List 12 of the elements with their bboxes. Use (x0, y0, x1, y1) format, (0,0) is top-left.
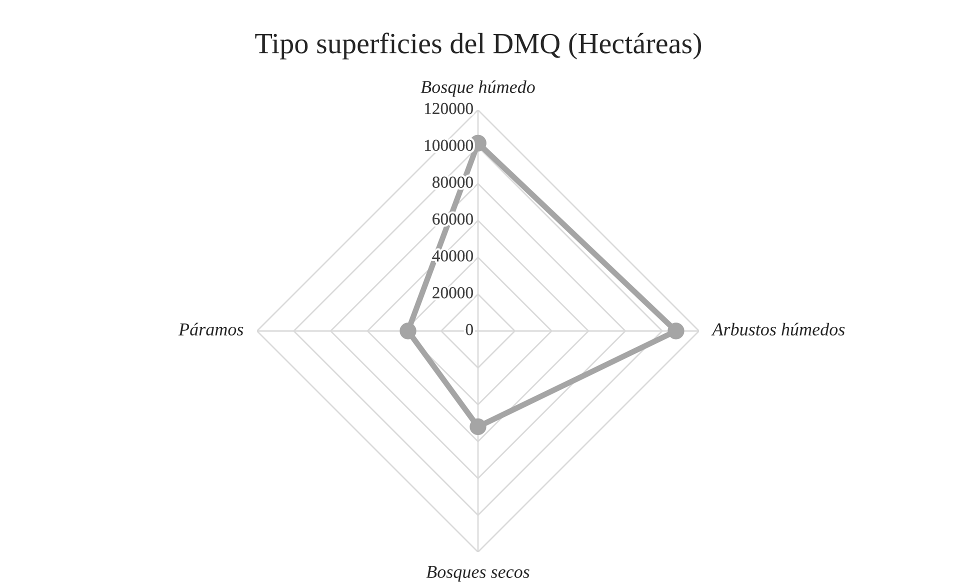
y-tick-label: 100000 (425, 140, 473, 152)
y-tick-label: 80000 (432, 176, 473, 188)
spoke-label: Bosques secos (426, 566, 530, 582)
spoke-label: Bosque húmedo (420, 80, 535, 97)
y-tick-label: 60000 (432, 213, 473, 225)
y-tick-label: 120000 (425, 102, 473, 114)
y-tick-label: 20000 (432, 287, 473, 298)
spoke-label: Páramos (178, 322, 244, 336)
spoke-label: Arbustos húmedos (711, 322, 845, 336)
y-tick-label: 0 (466, 324, 473, 336)
chart-title: Tipo superficies del DMQ (Hectáreas) (255, 32, 702, 60)
y-tick-label: 40000 (432, 250, 473, 262)
